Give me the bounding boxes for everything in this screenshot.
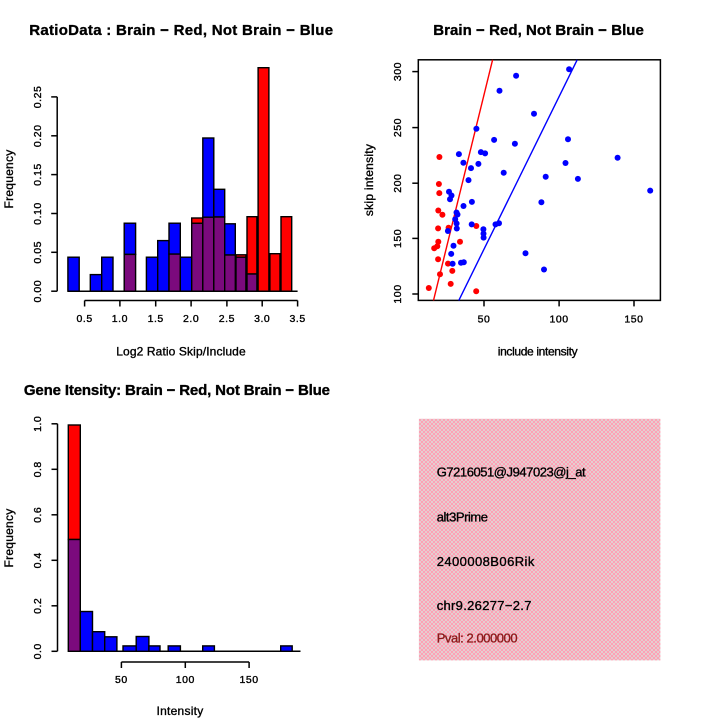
svg-text:3.5: 3.5 xyxy=(289,313,305,325)
svg-text:G7216051@J947023@j_at: G7216051@J947023@j_at xyxy=(437,465,586,480)
svg-text:0.5: 0.5 xyxy=(76,313,92,325)
svg-text:chr9.26277−2.7: chr9.26277−2.7 xyxy=(437,598,532,613)
svg-text:Log2 Ratio Skip/Include: Log2 Ratio Skip/Include xyxy=(116,344,246,358)
svg-text:250: 250 xyxy=(392,118,404,137)
svg-text:1.5: 1.5 xyxy=(148,313,164,325)
svg-text:0.0: 0.0 xyxy=(32,643,44,659)
svg-text:Gene Itensity: Brain − Red, No: Gene Itensity: Brain − Red, Not Brain − … xyxy=(24,382,330,399)
svg-text:200: 200 xyxy=(392,174,404,193)
svg-text:100: 100 xyxy=(392,284,404,303)
svg-text:Intensity: Intensity xyxy=(157,704,204,718)
svg-text:150: 150 xyxy=(392,229,404,248)
svg-text:1.0: 1.0 xyxy=(32,416,44,432)
svg-text:300: 300 xyxy=(392,62,404,81)
svg-text:0.8: 0.8 xyxy=(32,461,44,477)
svg-text:skip intensity: skip intensity xyxy=(362,144,376,216)
svg-text:0.10: 0.10 xyxy=(32,202,44,225)
svg-text:0.25: 0.25 xyxy=(32,86,44,109)
svg-text:include intensity: include intensity xyxy=(498,344,578,358)
svg-text:Brain − Red, Not Brain − Blue: Brain − Red, Not Brain − Blue xyxy=(433,22,644,39)
svg-text:2400008B06Rik: 2400008B06Rik xyxy=(437,554,535,569)
svg-text:0.2: 0.2 xyxy=(32,598,44,614)
svg-text:0.6: 0.6 xyxy=(32,507,44,523)
svg-text:2.5: 2.5 xyxy=(219,313,235,325)
svg-text:0.05: 0.05 xyxy=(32,241,44,264)
svg-text:0.00: 0.00 xyxy=(32,280,44,303)
svg-text:0.15: 0.15 xyxy=(32,163,44,186)
svg-text:150: 150 xyxy=(240,674,259,686)
svg-text:100: 100 xyxy=(550,313,569,325)
svg-text:RatioData : Brain − Red, Not B: RatioData : Brain − Red, Not Brain − Blu… xyxy=(29,22,333,39)
svg-text:150: 150 xyxy=(624,313,643,325)
svg-text:1.0: 1.0 xyxy=(112,313,128,325)
svg-text:50: 50 xyxy=(115,674,128,686)
svg-text:alt3Prime: alt3Prime xyxy=(437,509,488,524)
svg-text:Frequency: Frequency xyxy=(2,150,16,209)
svg-text:50: 50 xyxy=(478,313,491,325)
svg-text:3.0: 3.0 xyxy=(254,313,270,325)
svg-text:2.0: 2.0 xyxy=(183,313,199,325)
svg-text:0.20: 0.20 xyxy=(32,124,44,147)
svg-text:100: 100 xyxy=(176,674,195,686)
svg-text:0.4: 0.4 xyxy=(32,552,44,568)
svg-text:Pval: 2.000000: Pval: 2.000000 xyxy=(437,630,518,645)
svg-text:Frequency: Frequency xyxy=(2,509,16,568)
